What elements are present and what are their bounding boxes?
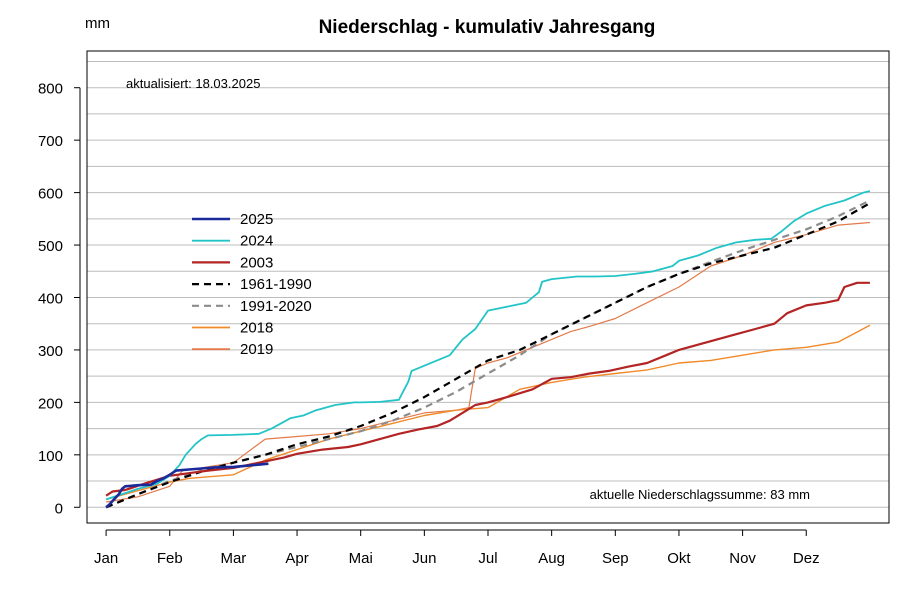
x-tick-label: Sep: [602, 550, 629, 567]
y-axis-unit-label: mm: [85, 15, 110, 32]
x-tick-label: Aug: [538, 550, 565, 567]
y-tick-label: 500: [38, 238, 63, 255]
y-tick-label: 100: [38, 448, 63, 465]
y-tick-label: 200: [38, 395, 63, 412]
y-tick-label: 700: [38, 133, 63, 150]
updated-annotation: aktualisiert: 18.03.2025: [126, 76, 260, 91]
axes: 0 100 200 300 400 500 600 700 800 Jan Feb Mar Apr Mai…: [38, 81, 820, 567]
legend-label-2024: 2024: [240, 233, 273, 250]
series-line-1961-1990: [105, 202, 871, 509]
plot-frame: [86, 50, 890, 524]
x-tick-label: Nov: [729, 550, 756, 567]
x-tick-label: Feb: [157, 550, 183, 567]
legend: 2025 2024 2003 1961-1990 1991-2020 2018 2019: [192, 211, 312, 358]
x-tick-label: Jun: [412, 550, 436, 567]
legend-label-2003: 2003: [240, 254, 273, 271]
legend-label-2018: 2018: [240, 320, 273, 337]
x-tick-label: Jan: [94, 550, 118, 567]
y-tick-label: 400: [38, 290, 63, 307]
legend-label-2025: 2025: [240, 211, 273, 228]
legend-label-1961-1990: 1961-1990: [240, 276, 312, 293]
series-line-2025: [105, 462, 269, 509]
y-tick-label: 800: [38, 81, 63, 98]
x-tick-label: Dez: [793, 550, 820, 567]
chart-title: Niederschlag - kumulativ Jahresgang: [319, 17, 656, 38]
series-lines: [105, 190, 871, 509]
total-annotation: aktuelle Niederschlagssumme: 83 mm: [590, 487, 810, 502]
series-line-2018: [105, 324, 871, 501]
x-tick-label: Apr: [285, 550, 308, 567]
x-tick-label: Mai: [349, 550, 373, 567]
legend-label-2019: 2019: [240, 341, 273, 358]
series-line-1991-2020: [105, 199, 871, 509]
series-line-2019: [106, 221, 870, 503]
x-tick-label: Mar: [220, 550, 246, 567]
legend-label-1991-2020: 1991-2020: [240, 298, 312, 315]
y-tick-label: 600: [38, 186, 63, 203]
y-tick-label: 300: [38, 343, 63, 360]
series-line-2024: [105, 190, 871, 501]
y-tick-label: 0: [55, 500, 63, 517]
x-tick-label: Okt: [667, 550, 691, 567]
series-line-2003: [105, 281, 870, 497]
x-tick-label: Jul: [478, 550, 497, 567]
